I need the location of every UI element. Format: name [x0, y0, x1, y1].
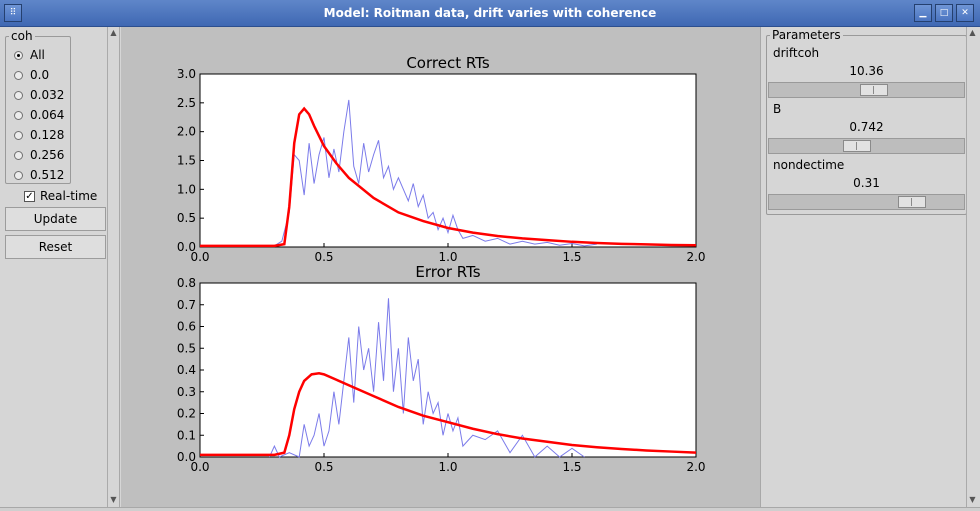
slider-thumb[interactable] — [898, 196, 926, 208]
realtime-checkbox[interactable]: ✓ Real-time — [24, 189, 97, 203]
x-tick-label: 1.0 — [438, 250, 457, 264]
y-tick-label: 0.6 — [177, 320, 196, 334]
scroll-down-icon[interactable]: ▼ — [969, 495, 976, 504]
scroll-up-icon[interactable]: ▲ — [969, 28, 976, 37]
x-tick-label: 2.0 — [686, 460, 705, 474]
y-tick-label: 0.0 — [177, 450, 196, 464]
y-tick-label: 0.8 — [177, 276, 196, 290]
data-histogram-line — [274, 99, 597, 247]
coh-option[interactable]: 0.0 — [14, 66, 49, 84]
maximize-icon[interactable]: □ — [935, 4, 953, 22]
radio-icon[interactable] — [14, 50, 23, 60]
plot-frame — [199, 282, 697, 458]
reset-button[interactable]: Reset — [5, 235, 106, 259]
minimize-icon[interactable]: ▁ — [914, 4, 932, 22]
x-tick-label: 0.0 — [190, 250, 209, 264]
x-tick-label: 1.5 — [562, 460, 581, 474]
y-tick-label: 0.0 — [177, 240, 196, 254]
y-tick-label: 0.2 — [177, 407, 196, 421]
parameter-slider[interactable] — [768, 138, 965, 154]
y-tick-label: 0.3 — [177, 385, 196, 399]
title-bar: ⠿ Model: Roitman data, drift varies with… — [0, 0, 980, 27]
coh-option-label: All — [30, 48, 45, 62]
x-tick-label: 0.5 — [314, 460, 333, 474]
y-tick-label: 0.5 — [177, 341, 196, 355]
chart-title: Error RTs — [415, 263, 480, 281]
coh-option[interactable]: 0.256 — [14, 146, 64, 164]
plots-svg: Correct RTs 0.0 0.5 1.0 1.5 2.0 0.0 0.5 1.0 1.5 2.… — [177, 54, 706, 474]
model-fit-line — [200, 106, 697, 248]
bottom-scrollbar[interactable] — [0, 507, 980, 511]
parameter-name: driftcoh — [773, 46, 820, 60]
right-panel-scrollbar[interactable]: ▲ ▼ — [966, 27, 978, 507]
parameter-slider[interactable] — [768, 82, 965, 98]
parameter-value: 0.31 — [853, 176, 880, 190]
parameters-title: Parameters — [770, 28, 843, 42]
x-tick-label: 1.0 — [438, 460, 457, 474]
right-parameter-panel: Parameters driftcoh 10.36 B 0.742 nondectime… — [760, 27, 980, 507]
scroll-up-icon[interactable]: ▲ — [110, 28, 117, 37]
radio-icon[interactable] — [14, 110, 23, 120]
coh-option[interactable]: 0.032 — [14, 86, 64, 104]
radio-icon[interactable] — [14, 130, 23, 140]
parameter-slider[interactable] — [768, 194, 965, 210]
coh-option[interactable]: 0.512 — [14, 166, 64, 184]
y-tick-label: 2.0 — [177, 125, 196, 139]
y-tick-label: 1.5 — [177, 154, 196, 168]
realtime-label: Real-time — [40, 189, 98, 203]
coh-option-label: 0.512 — [30, 168, 65, 182]
y-tick-label: 0.1 — [177, 428, 196, 442]
window-menu-icon[interactable]: ⠿ — [4, 4, 22, 22]
x-tick-label: 1.5 — [562, 250, 581, 264]
left-control-panel: coh All 0.0 0.032 0.064 0.128 0.256 0.512 ✓ Re… — [0, 27, 120, 507]
x-tick-label: 2.0 — [686, 250, 705, 264]
coh-option-label: 0.128 — [30, 128, 65, 142]
y-tick-label: 3.0 — [177, 67, 196, 81]
radio-icon[interactable] — [14, 70, 23, 80]
checkbox-box[interactable]: ✓ — [24, 190, 35, 202]
coh-option-label: 0.256 — [30, 148, 65, 162]
y-tick-label: 1.0 — [177, 182, 196, 196]
parameter-value: 0.742 — [849, 120, 884, 134]
y-tick-label: 0.7 — [177, 298, 196, 312]
scroll-down-icon[interactable]: ▼ — [110, 495, 117, 504]
x-tick-label: 0.0 — [190, 460, 209, 474]
radio-icon[interactable] — [14, 170, 23, 180]
coh-option[interactable]: All — [14, 46, 45, 64]
parameter-name: B — [773, 102, 782, 116]
slider-thumb[interactable] — [860, 84, 888, 96]
coh-option-label: 0.032 — [30, 88, 65, 102]
parameters-group: Parameters driftcoh 10.36 B 0.742 nondectime… — [766, 28, 967, 215]
slider-thumb[interactable] — [843, 140, 871, 152]
parameter-value: 10.36 — [849, 64, 884, 78]
y-tick-label: 0.5 — [177, 211, 196, 225]
window-title: Model: Roitman data, drift varies with c… — [323, 6, 657, 20]
y-tick-label: 2.5 — [177, 96, 196, 110]
parameter-name: nondectime — [773, 158, 845, 172]
coh-option[interactable]: 0.128 — [14, 126, 64, 144]
coh-option-label: 0.0 — [30, 68, 50, 82]
plot-frame — [199, 73, 697, 248]
coh-option-label: 0.064 — [30, 108, 65, 122]
close-icon[interactable]: ✕ — [956, 4, 974, 22]
coh-option[interactable]: 0.064 — [14, 106, 64, 124]
y-tick-label: 0.4 — [177, 363, 196, 377]
coh-group-label: coh — [9, 29, 35, 43]
data-histogram-line — [268, 298, 585, 458]
chart-title: Correct RTs — [406, 54, 490, 72]
update-button[interactable]: Update — [5, 207, 106, 231]
model-fit-line — [200, 371, 697, 457]
plot-area: Correct RTs 0.0 0.5 1.0 1.5 2.0 0.0 0.5 1.0 1.5 2.… — [121, 27, 760, 507]
x-tick-label: 0.5 — [314, 250, 333, 264]
left-panel-scrollbar[interactable]: ▲ ▼ — [107, 27, 119, 507]
coh-radio-group: coh All 0.0 0.032 0.064 0.128 0.256 0.512 — [5, 29, 71, 184]
radio-icon[interactable] — [14, 150, 23, 160]
radio-icon[interactable] — [14, 90, 23, 100]
